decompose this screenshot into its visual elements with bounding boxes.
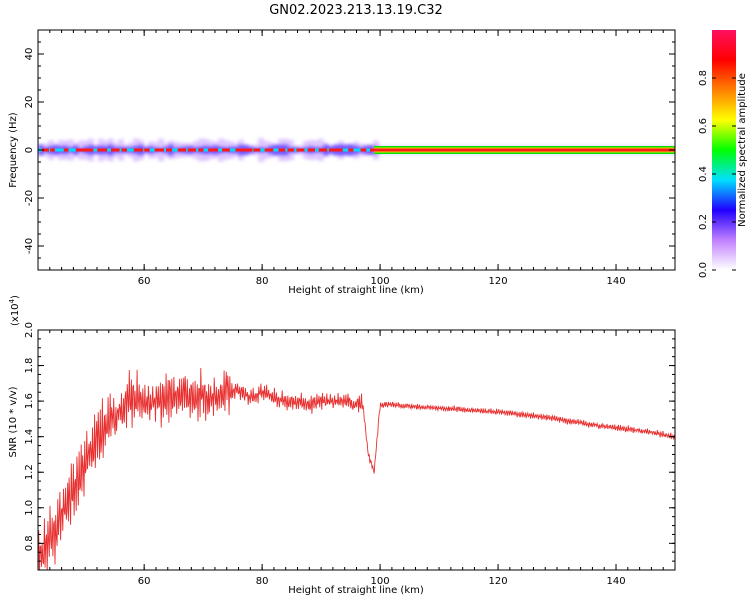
snr-series-line	[38, 367, 675, 570]
spectrogram-peak	[42, 148, 49, 152]
spectrogram-ticks: 60 80 100 120 140 40 20 0 -20 -40	[24, 29, 676, 287]
spectrogram-peak	[50, 148, 55, 152]
snr-ytick-label: 1.8	[24, 358, 35, 374]
snr-ytick-label: 1.6	[24, 393, 35, 409]
spectrogram-xtick-label: 100	[371, 276, 390, 287]
spectrogram-peak	[235, 148, 245, 152]
snr-x-label: Height of straight line (km)	[288, 585, 424, 596]
spectrogram-peak	[121, 148, 127, 152]
snr-xtick-label: 100	[371, 576, 390, 587]
spectrogram-peak	[187, 148, 197, 152]
spectrogram-peak	[307, 148, 316, 152]
spectrogram-peak	[244, 148, 253, 152]
spectrogram-peak	[63, 148, 69, 152]
spectrogram-peak	[84, 148, 94, 152]
spectrogram-peak	[75, 148, 86, 152]
snr-scale-exponent: 4	[8, 298, 16, 303]
spectrogram-peak	[287, 148, 295, 152]
spectrogram-peak	[154, 148, 164, 152]
spectrogram-peak	[348, 148, 354, 152]
snr-scale-note: (x104)	[8, 295, 21, 326]
spectrogram-peak	[208, 148, 219, 152]
spectrogram-panel: 60 80 100 120 140 40 20 0 -20 -40 Height of strai…	[8, 29, 676, 296]
colorbar-label: Normalized spectral amplitude	[737, 73, 748, 227]
spectrogram-xtick-label: 80	[256, 276, 269, 287]
snr-ytick-label: 0.8	[24, 535, 35, 551]
spectrogram-xtick-label: 120	[489, 276, 508, 287]
colorbar-tick-label: 0.0	[698, 262, 709, 278]
colorbar-tick-label: 0.6	[698, 118, 709, 134]
colorbar-tick-label: 0.8	[698, 70, 709, 86]
snr-ytick-label: 1.4	[24, 429, 35, 445]
colorbar-gradient	[712, 30, 736, 270]
spectrogram-core-stable-peak	[374, 148, 675, 152]
colorbar-ticks: 0.0 0.2 0.4 0.6 0.8	[698, 70, 736, 278]
spectrogram-peak	[144, 148, 150, 152]
spectrogram-xtick-label: 140	[606, 276, 625, 287]
spectrogram-peak	[360, 148, 367, 152]
snr-y-label: SNR (10 * v/v)	[8, 386, 19, 457]
colorbar-tick-label: 0.4	[698, 166, 709, 182]
spectrogram-peak	[278, 148, 286, 152]
spectrogram-peak	[328, 148, 338, 152]
spectrogram-peak	[264, 148, 274, 152]
snr-ticks: 60 80 100 120 140 0.8 1.0 1.2 1.4 1.6 1.8 2.0	[24, 322, 676, 587]
snr-xtick-label: 120	[489, 576, 508, 587]
spectrogram-y-label: Frequency (Hz)	[8, 112, 19, 188]
spectrogram-peak	[177, 148, 187, 152]
spectrogram-x-label: Height of straight line (km)	[288, 285, 424, 296]
spectrogram-peak	[133, 148, 144, 152]
snr-plot-area	[38, 330, 675, 570]
snr-scale-close: )	[10, 295, 21, 299]
spectrogram-peak	[97, 148, 108, 152]
spectrogram-peak	[166, 148, 173, 152]
spectrogram-peak	[110, 148, 120, 152]
spectrogram-peak	[318, 148, 328, 152]
spectrogram-peak	[337, 148, 343, 152]
colorbar: 0.0 0.2 0.4 0.6 0.8 Normalized spectral ampl…	[698, 30, 748, 278]
spectrogram-ytick-label: 40	[24, 48, 35, 61]
spectrogram-core	[38, 148, 375, 152]
spectrogram-peak	[253, 148, 261, 152]
spectrogram-ytick-label: -20	[24, 190, 35, 206]
snr-ytick-label: 1.2	[24, 464, 35, 480]
snr-xtick-label: 60	[138, 576, 151, 587]
spectrogram-ytick-label: -40	[24, 238, 35, 254]
spectrogram-ytick-label: 0	[24, 147, 35, 153]
spectrogram-peak	[370, 148, 378, 152]
spectrogram-peak	[222, 148, 230, 152]
snr-ytick-label: 2.0	[24, 322, 35, 338]
spectrogram-ytick-label: 20	[24, 96, 35, 109]
spectrogram-xtick-label: 60	[138, 276, 151, 287]
chart-title: GN02.2023.213.13.19.C32	[269, 3, 443, 18]
spectrogram-band	[38, 138, 675, 162]
snr-xtick-label: 140	[606, 576, 625, 587]
snr-ytick-label: 1.0	[24, 500, 35, 516]
snr-panel: 60 80 100 120 140 0.8 1.0 1.2 1.4 1.6 1.8 2.0 Heigh…	[8, 295, 676, 596]
colorbar-tick-label: 0.2	[698, 214, 709, 230]
spectrogram-peak	[198, 148, 204, 152]
snr-scale-prefix: (x10	[10, 303, 21, 326]
snr-xtick-label: 80	[256, 576, 269, 587]
spectrogram-peak	[296, 148, 305, 152]
